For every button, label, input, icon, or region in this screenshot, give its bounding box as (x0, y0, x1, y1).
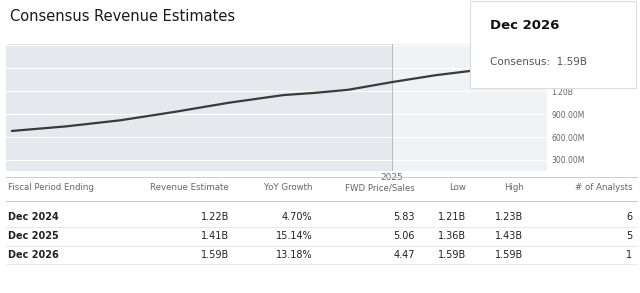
Text: Dec 2026: Dec 2026 (490, 19, 559, 32)
Text: 15.14%: 15.14% (276, 231, 312, 241)
Text: 1.59B: 1.59B (438, 250, 466, 260)
Text: Low: Low (449, 183, 466, 192)
Text: 4.47: 4.47 (393, 250, 415, 260)
Text: 6: 6 (626, 212, 632, 222)
Text: 13.18%: 13.18% (276, 250, 312, 260)
Text: 1: 1 (626, 250, 632, 260)
Text: High: High (504, 183, 524, 192)
Text: 1.21B: 1.21B (438, 212, 466, 222)
Text: 5: 5 (626, 231, 632, 241)
Text: FWD Price/Sales: FWD Price/Sales (345, 183, 415, 192)
Text: YoY Growth: YoY Growth (264, 183, 312, 192)
Text: Dec 2026: Dec 2026 (8, 250, 58, 260)
Text: Consensus Revenue Estimates: Consensus Revenue Estimates (10, 9, 235, 24)
Text: Revenue Estimate: Revenue Estimate (150, 183, 229, 192)
Text: 1.36B: 1.36B (438, 231, 466, 241)
Text: 1.59B: 1.59B (201, 250, 229, 260)
Bar (6, 44, 392, 171)
Text: Dec 2024: Dec 2024 (8, 212, 58, 222)
Text: # of Analysts: # of Analysts (575, 183, 632, 192)
Text: 4.70%: 4.70% (282, 212, 312, 222)
Text: 5.83: 5.83 (393, 212, 415, 222)
Text: Dec 2025: Dec 2025 (8, 231, 58, 241)
Text: 1.59B: 1.59B (495, 250, 524, 260)
Text: 1.23B: 1.23B (495, 212, 524, 222)
Text: 1.22B: 1.22B (201, 212, 229, 222)
Text: 1.41B: 1.41B (201, 231, 229, 241)
Text: Consensus:  1.59B: Consensus: 1.59B (490, 57, 588, 67)
Text: Fiscal Period Ending: Fiscal Period Ending (8, 183, 93, 192)
Text: 5.06: 5.06 (393, 231, 415, 241)
Text: 1.43B: 1.43B (495, 231, 524, 241)
